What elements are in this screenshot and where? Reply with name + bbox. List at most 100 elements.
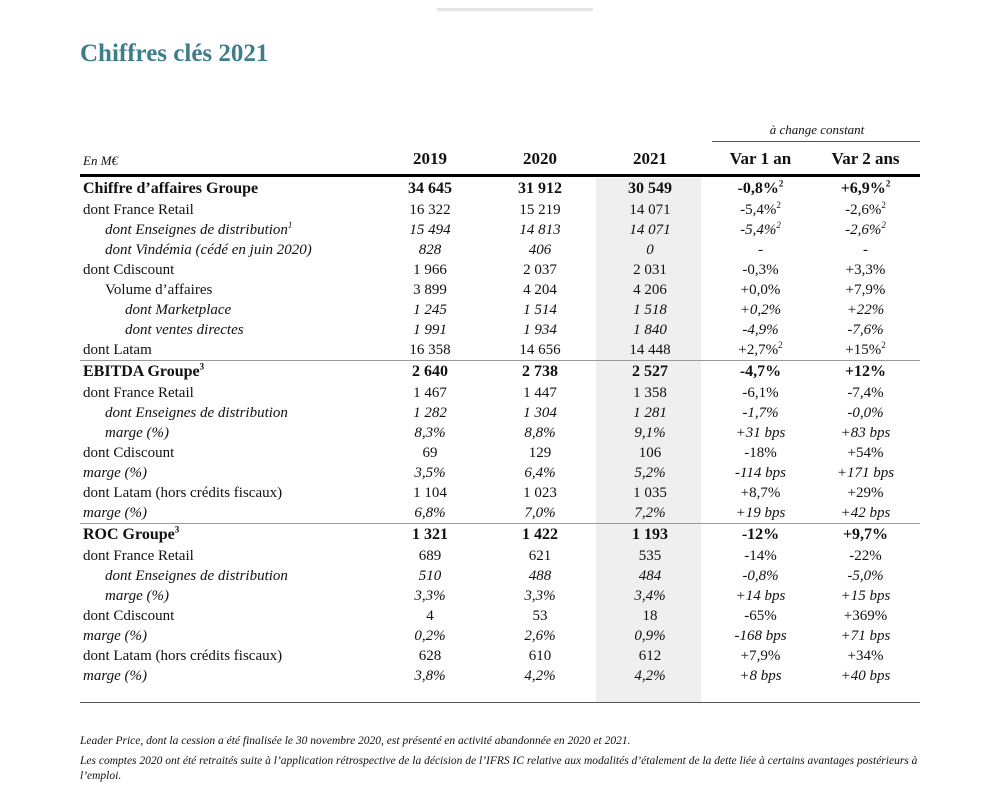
row-label: dont Cdiscount [83, 606, 174, 626]
cell-2019-text: 15 494 [409, 222, 451, 238]
row-label: dont France Retail [83, 546, 194, 566]
row-label-text: dont Vindémia (cédé en juin 2020) [105, 242, 312, 258]
row-label-text: marge (%) [83, 465, 148, 481]
table-row: marge (%) 3,3% 3,3% 3,4% +14 bps +15 bps [80, 586, 920, 606]
cell-2020: 53 [490, 606, 590, 626]
cell-2019-text: 16 358 [409, 342, 451, 358]
cell-var2-text: -2,6% [845, 222, 882, 238]
cell-2019: 3,3% [380, 586, 480, 606]
cell-2021: 1 358 [600, 383, 700, 403]
cell-2019: 689 [380, 546, 480, 566]
row-label: Chiffre d’affaires Groupe [83, 178, 258, 200]
table-header: En M€ 2019 2020 2021 Var 1 an Var 2 ans [80, 148, 920, 174]
cell-2021: 30 549 [600, 178, 700, 200]
cell-var1: -18% [708, 443, 813, 463]
cell-2020-text: 14 656 [519, 342, 561, 358]
table-row: EBITDA Groupe3 2 640 2 738 2 527 -4,7% +12% [80, 360, 920, 383]
cell-2020: 8,8% [490, 423, 590, 443]
table-row: dont Marketplace 1 245 1 514 1 518 +0,2% +22% [80, 300, 920, 320]
cell-var2-text: +9,7% [842, 526, 889, 543]
cell-2021-text: 484 [638, 568, 662, 584]
cell-2019-text: 1 245 [413, 302, 447, 318]
cell-2020: 1 514 [490, 300, 590, 320]
cell-var1-text: +7,9% [740, 648, 781, 664]
row-label: marge (%) [83, 463, 147, 483]
cell-2020-text: 1 023 [523, 485, 557, 501]
cell-2019-text: 0,2% [414, 628, 446, 644]
cell-2019: 1 966 [380, 260, 480, 280]
table-row: ROC Groupe3 1 321 1 422 1 193 -12% +9,7% [80, 523, 920, 546]
cell-var2-text: -0,0% [847, 405, 884, 421]
cell-var2-text: +3,3% [845, 262, 886, 278]
cell-var2: +15%2 [813, 340, 918, 360]
table-row: marge (%) 0,2% 2,6% 0,9% -168 bps +71 bps [80, 626, 920, 646]
row-label: marge (%) [83, 586, 169, 606]
cell-2020: 488 [490, 566, 590, 586]
footnote-ref: 3 [199, 361, 205, 372]
cell-2019: 1 991 [380, 320, 480, 340]
cell-2021-text: 9,1% [634, 425, 666, 441]
row-label: dont Cdiscount [83, 260, 174, 280]
cell-2021-text: 14 071 [629, 202, 671, 218]
top-scroll-bar [437, 8, 593, 11]
page-title: Chiffres clés 2021 [80, 40, 269, 67]
cell-2019-text: 69 [422, 445, 438, 461]
table-row: dont Enseignes de distribution1 15 494 14 … [80, 220, 920, 240]
cell-2021-text: 5,2% [634, 465, 666, 481]
cell-2019-text: 510 [418, 568, 442, 584]
cell-var1-text: +2,7% [738, 342, 779, 358]
table-row: dont Latam 16 358 14 656 14 448 +2,7%2 +15%2 [80, 340, 920, 360]
cell-var2: +54% [813, 443, 918, 463]
cell-2019: 8,3% [380, 423, 480, 443]
cell-2020: 31 912 [490, 178, 590, 200]
cell-var1-text: -18% [744, 445, 777, 461]
cell-2019: 1 467 [380, 383, 480, 403]
cell-2019-text: 628 [418, 648, 442, 664]
cell-var2-text: -7,6% [847, 322, 884, 338]
header-rule [80, 174, 920, 177]
cell-2019: 16 358 [380, 340, 480, 360]
cell-2021: 4,2% [600, 666, 700, 686]
cell-2020: 129 [490, 443, 590, 463]
cell-2019-text: 1 282 [413, 405, 447, 421]
cell-var1-text: -4,7% [739, 363, 782, 380]
cell-var2: +6,9%2 [813, 178, 918, 200]
cell-var1-text: +19 bps [735, 505, 786, 521]
cell-var1: -5,4%2 [708, 220, 813, 240]
table-row: dont Enseignes de distribution 510 488 484 -… [80, 566, 920, 586]
cell-var1: +14 bps [708, 586, 813, 606]
row-label-text: dont Latam (hors crédits fiscaux) [83, 648, 283, 664]
row-label: marge (%) [83, 423, 169, 443]
cell-var2-text: +12% [844, 363, 887, 380]
table-row: dont Cdiscount 1 966 2 037 2 031 -0,3% +3,3% [80, 260, 920, 280]
cell-2020-text: 129 [528, 445, 552, 461]
cell-2019: 3 899 [380, 280, 480, 300]
cell-2019-text: 828 [418, 242, 442, 258]
cell-var2-text: - [863, 242, 868, 258]
cell-2019-text: 4 [426, 608, 434, 624]
change-constant-underline [712, 141, 920, 142]
cell-var2: -22% [813, 546, 918, 566]
cell-2021: 2 527 [600, 361, 700, 383]
cell-2020: 4,2% [490, 666, 590, 686]
change-constant-label: à change constant [769, 122, 865, 137]
cell-var2: - [813, 240, 918, 260]
row-label-text: EBITDA Groupe [83, 363, 200, 380]
cell-2020: 1 422 [490, 524, 590, 546]
cell-2019: 69 [380, 443, 480, 463]
table-row: dont France Retail 16 322 15 219 14 071 -5,4… [80, 200, 920, 220]
table-row: marge (%) 3,5% 6,4% 5,2% -114 bps +171 bps [80, 463, 920, 483]
cell-var2-text: -2,6% [845, 202, 882, 218]
cell-2020: 1 023 [490, 483, 590, 503]
row-label-text: dont France Retail [83, 385, 194, 401]
cell-var1-text: -0,8% [737, 180, 779, 197]
cell-var1: -168 bps [708, 626, 813, 646]
table-row: marge (%) 3,8% 4,2% 4,2% +8 bps +40 bps [80, 666, 920, 686]
cell-var2: +15 bps [813, 586, 918, 606]
header-2021: 2021 [633, 149, 667, 168]
row-label: dont Enseignes de distribution [83, 403, 288, 423]
cell-var2: -7,6% [813, 320, 918, 340]
row-label: dont France Retail [83, 383, 194, 403]
table-row: dont Vindémia (cédé en juin 2020) 828 406 0… [80, 240, 920, 260]
row-label-text: dont Cdiscount [83, 608, 175, 624]
